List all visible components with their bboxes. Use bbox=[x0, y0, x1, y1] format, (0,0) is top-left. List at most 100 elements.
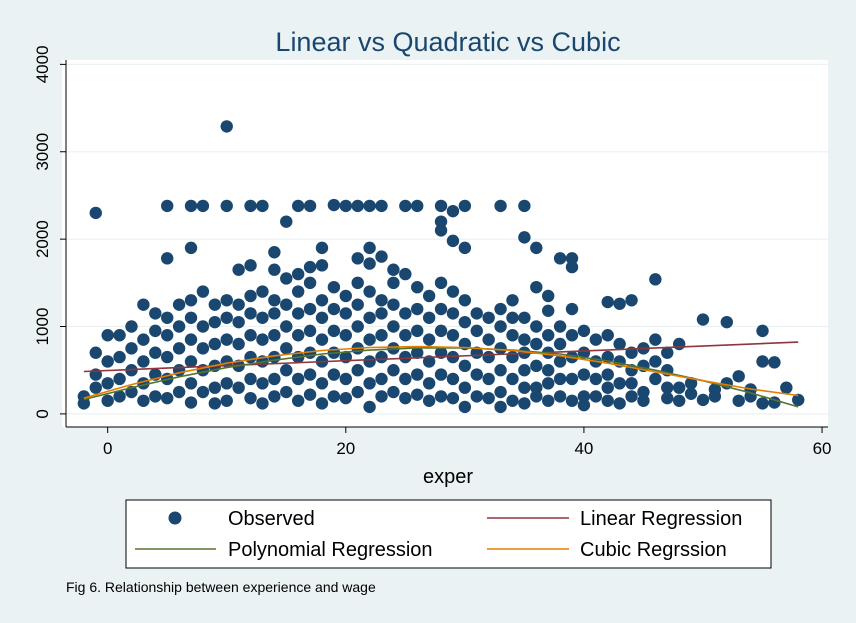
data-point bbox=[256, 333, 269, 346]
data-point bbox=[113, 350, 126, 364]
legend-label-polynomial: Polynomial Regression bbox=[228, 539, 433, 561]
data-point bbox=[506, 394, 519, 407]
data-point bbox=[220, 311, 233, 324]
data-point bbox=[422, 289, 436, 303]
data-point bbox=[411, 324, 424, 338]
data-point bbox=[280, 215, 293, 228]
data-point bbox=[577, 346, 591, 359]
data-point bbox=[506, 350, 519, 364]
data-point bbox=[577, 368, 591, 381]
data-point bbox=[387, 263, 400, 276]
data-point bbox=[446, 307, 460, 320]
data-point bbox=[661, 391, 674, 405]
data-point bbox=[387, 385, 400, 399]
data-point bbox=[756, 324, 769, 338]
data-point bbox=[220, 294, 233, 307]
data-point bbox=[375, 390, 388, 403]
data-point bbox=[339, 289, 352, 303]
data-point bbox=[601, 295, 614, 309]
data-point bbox=[434, 199, 448, 213]
data-point bbox=[327, 198, 341, 212]
data-point bbox=[565, 252, 579, 265]
data-point bbox=[327, 280, 341, 294]
data-point bbox=[494, 385, 507, 399]
data-point bbox=[232, 315, 245, 329]
data-point bbox=[291, 372, 305, 386]
data-point bbox=[411, 302, 424, 316]
legend-item-linear: Linear Regression bbox=[487, 508, 742, 530]
data-point bbox=[184, 311, 198, 324]
data-point bbox=[768, 356, 781, 369]
data-point bbox=[208, 381, 222, 394]
data-point bbox=[351, 252, 364, 265]
data-point bbox=[303, 199, 317, 213]
data-point bbox=[494, 364, 507, 377]
data-point bbox=[458, 381, 472, 394]
data-point bbox=[446, 234, 460, 248]
data-point bbox=[244, 307, 257, 320]
data-point bbox=[220, 377, 233, 390]
data-point bbox=[137, 298, 150, 311]
data-point bbox=[184, 355, 198, 368]
data-point bbox=[649, 333, 662, 346]
data-point bbox=[161, 329, 174, 342]
y-tick-label: 1000 bbox=[33, 308, 52, 346]
data-point bbox=[172, 298, 186, 311]
x-tick-label: 0 bbox=[103, 439, 112, 458]
data-point bbox=[375, 372, 388, 386]
data-point bbox=[553, 355, 567, 368]
data-point bbox=[363, 355, 376, 368]
data-point bbox=[280, 385, 293, 399]
data-point bbox=[434, 276, 448, 290]
data-point bbox=[268, 372, 281, 386]
data-point bbox=[530, 337, 543, 351]
data-point bbox=[625, 390, 638, 403]
data-point bbox=[565, 372, 579, 386]
data-point bbox=[565, 329, 579, 342]
data-point bbox=[125, 342, 138, 355]
data-point bbox=[530, 241, 543, 255]
data-point bbox=[184, 396, 198, 409]
data-point bbox=[363, 257, 376, 270]
data-point bbox=[303, 324, 317, 338]
data-point bbox=[506, 311, 519, 324]
data-point bbox=[280, 342, 293, 355]
data-point bbox=[661, 381, 674, 394]
data-point bbox=[542, 377, 555, 390]
data-point bbox=[256, 199, 269, 213]
data-point bbox=[756, 397, 769, 410]
data-point bbox=[672, 337, 686, 351]
legend: Observed Linear Regression Polynomial Re… bbox=[125, 499, 772, 569]
data-point bbox=[470, 324, 483, 338]
data-point bbox=[601, 381, 614, 394]
data-point bbox=[256, 311, 269, 324]
data-point bbox=[149, 346, 162, 359]
x-tick-label: 20 bbox=[336, 439, 355, 458]
data-point bbox=[161, 252, 174, 265]
data-point bbox=[113, 329, 126, 342]
data-point bbox=[268, 307, 281, 320]
x-axis-label: exper bbox=[423, 466, 473, 488]
data-point bbox=[434, 215, 448, 228]
data-point bbox=[268, 246, 281, 259]
data-point bbox=[375, 250, 388, 263]
data-point bbox=[149, 307, 162, 320]
y-tick-label: 3000 bbox=[33, 133, 52, 171]
legend-item-observed: Observed bbox=[168, 508, 315, 530]
data-point bbox=[589, 333, 603, 346]
data-point bbox=[161, 350, 174, 364]
data-point bbox=[649, 372, 662, 386]
data-point bbox=[375, 329, 388, 342]
data-point bbox=[530, 381, 543, 394]
data-point bbox=[184, 333, 198, 346]
data-point bbox=[577, 390, 591, 403]
data-point bbox=[482, 372, 495, 386]
data-point bbox=[446, 204, 460, 218]
data-point bbox=[530, 320, 543, 333]
data-point bbox=[244, 289, 257, 303]
data-point bbox=[732, 394, 745, 407]
data-point bbox=[220, 394, 233, 407]
legend-item-cubic: Cubic Regrssion bbox=[487, 539, 727, 561]
scatter-points bbox=[77, 120, 805, 414]
data-point bbox=[196, 320, 210, 333]
